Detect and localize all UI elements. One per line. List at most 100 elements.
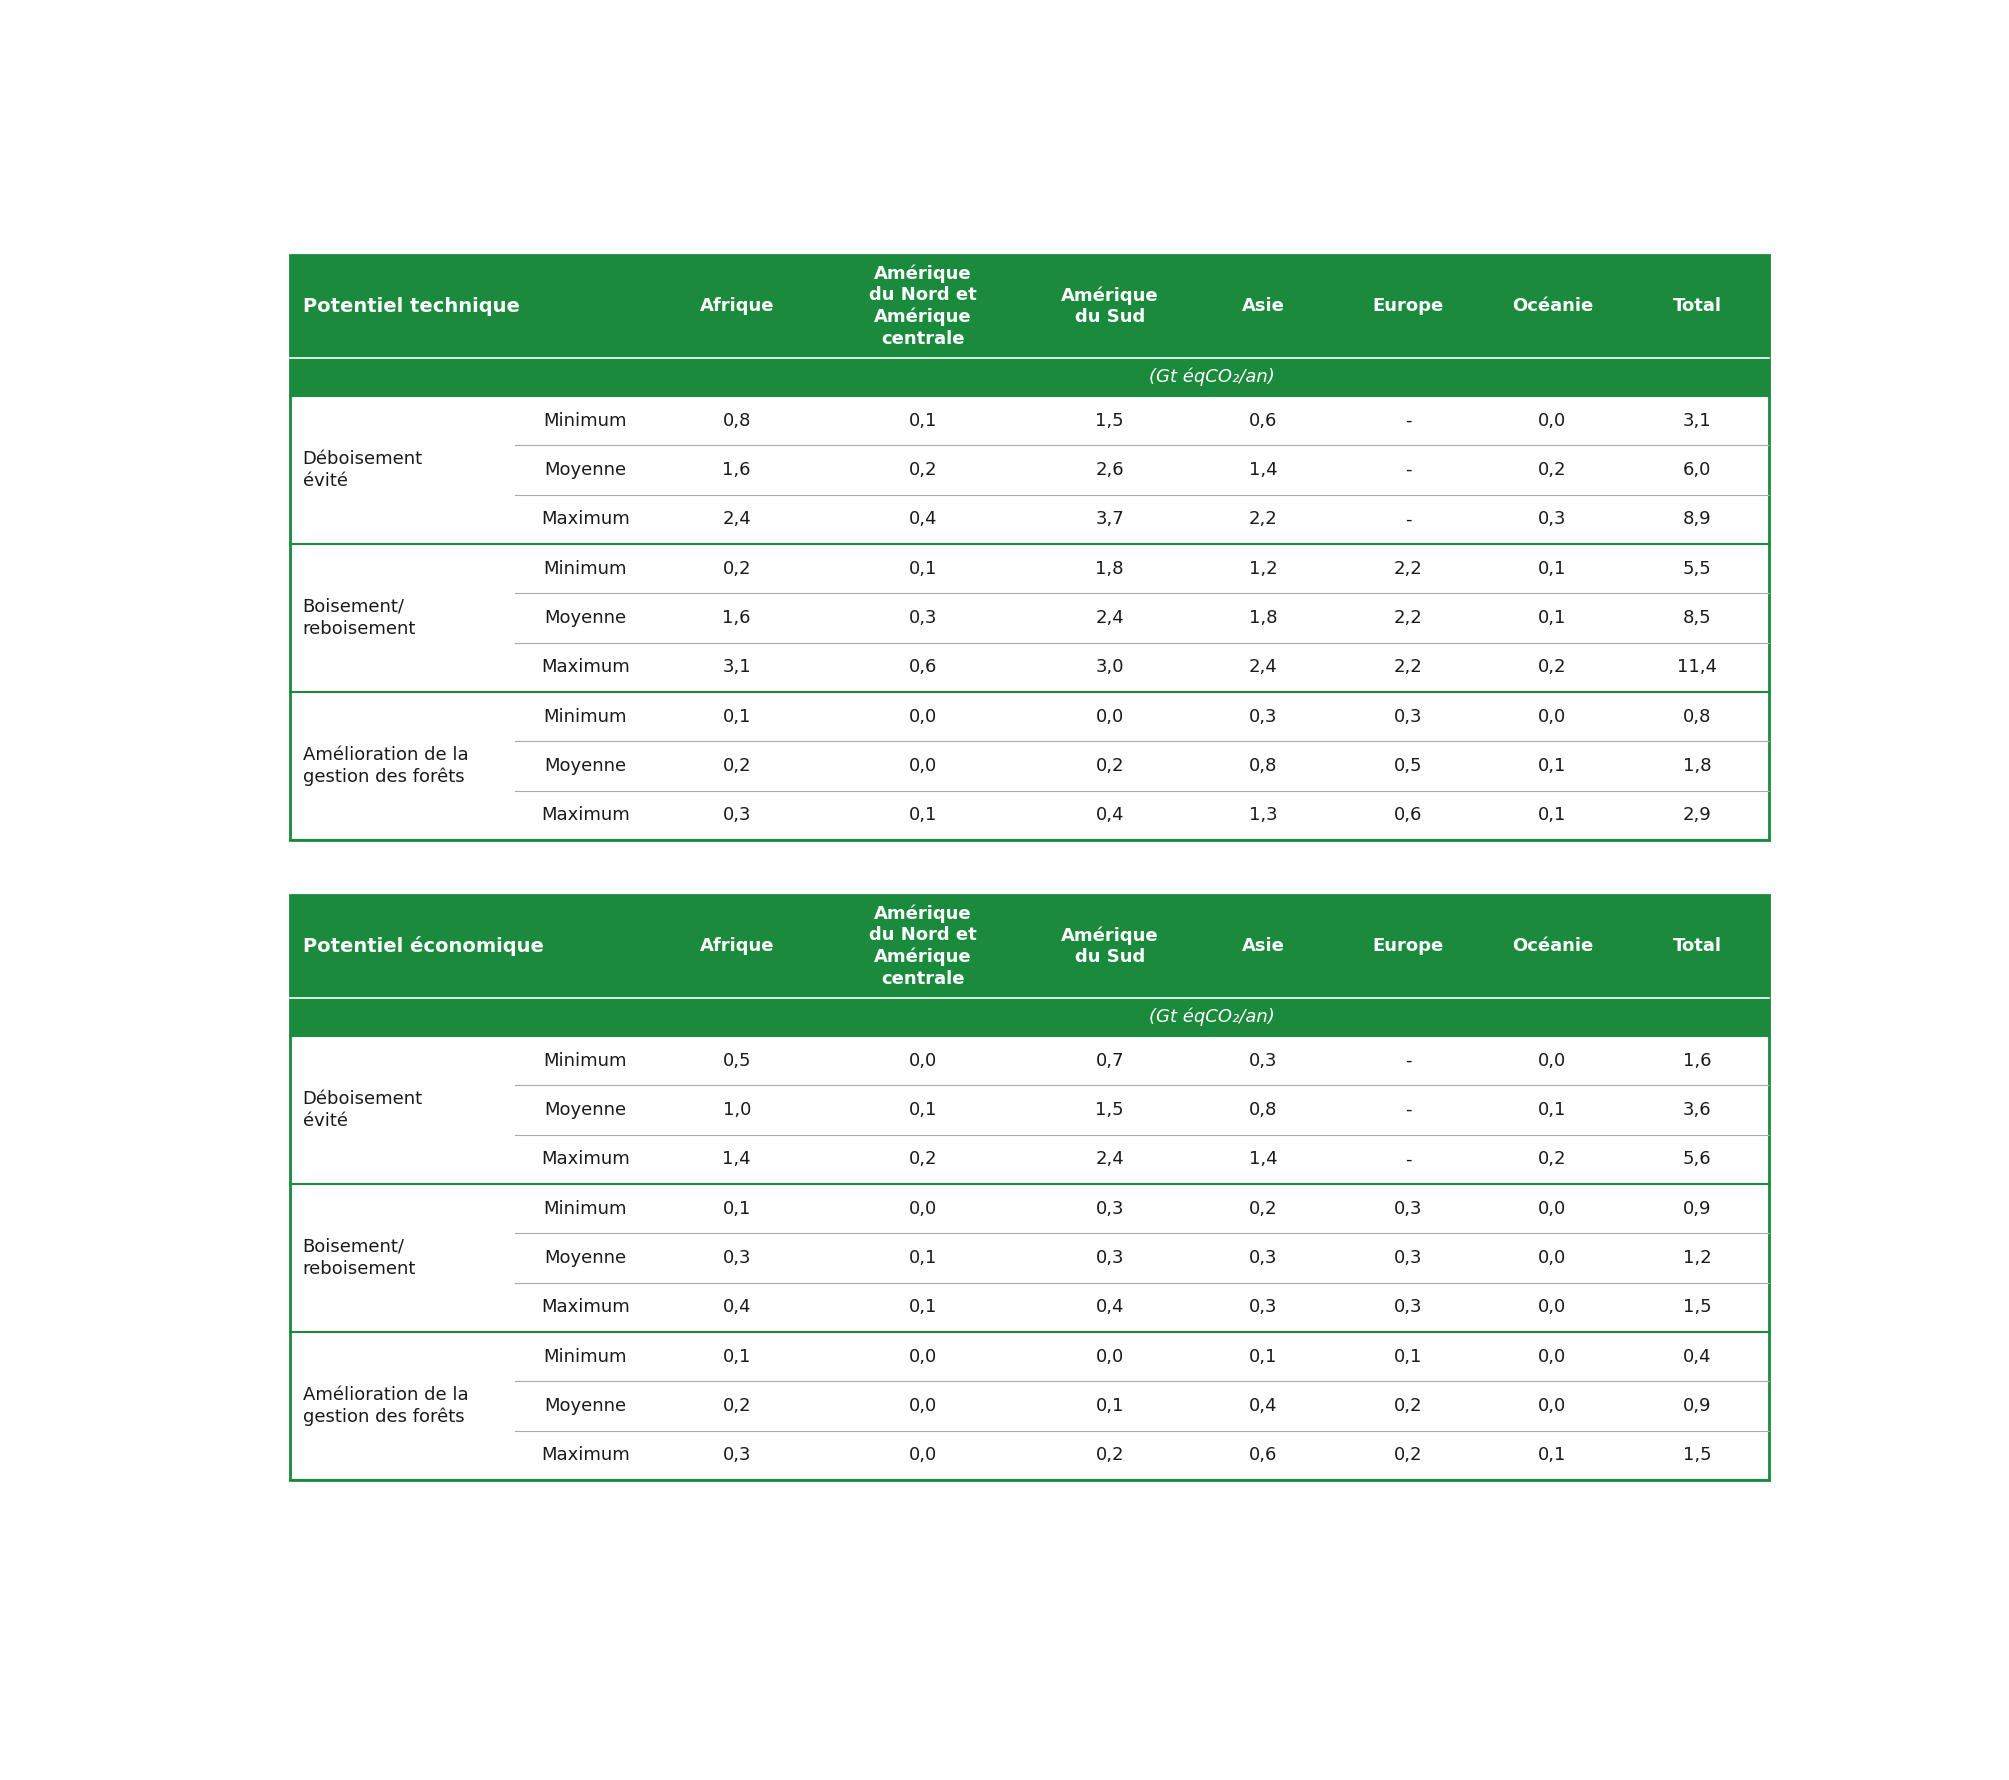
Text: Maximum: Maximum — [540, 1447, 629, 1465]
Text: 0,2: 0,2 — [723, 1397, 751, 1415]
Text: 1,6: 1,6 — [723, 461, 751, 479]
FancyBboxPatch shape — [289, 358, 1770, 395]
Text: 6,0: 6,0 — [1684, 461, 1712, 479]
Text: 1,5: 1,5 — [1684, 1298, 1712, 1317]
Text: Europe: Europe — [1372, 938, 1444, 956]
Text: 0,4: 0,4 — [1684, 1347, 1712, 1365]
Text: 0,2: 0,2 — [723, 756, 751, 774]
Text: Potentiel économique: Potentiel économique — [303, 936, 542, 956]
FancyBboxPatch shape — [289, 545, 1770, 593]
Text: 1,8: 1,8 — [1095, 559, 1123, 577]
Text: 1,2: 1,2 — [1684, 1250, 1712, 1267]
Text: 0,3: 0,3 — [1394, 1250, 1422, 1267]
Text: 0,3: 0,3 — [1250, 1052, 1278, 1070]
Text: 0,3: 0,3 — [1250, 708, 1278, 726]
Text: 0,1: 0,1 — [908, 1102, 938, 1120]
Text: 3,1: 3,1 — [1684, 411, 1712, 429]
Text: 2,2: 2,2 — [1394, 559, 1422, 577]
Text: 0,9: 0,9 — [1684, 1200, 1712, 1218]
Text: 0,3: 0,3 — [1250, 1250, 1278, 1267]
Text: 0,0: 0,0 — [1095, 708, 1123, 726]
Text: Océanie: Océanie — [1513, 938, 1593, 956]
Text: 2,4: 2,4 — [1250, 659, 1278, 676]
Text: 2,4: 2,4 — [723, 511, 751, 529]
Text: 0,6: 0,6 — [1250, 1447, 1278, 1465]
Text: -: - — [1404, 1052, 1410, 1070]
Text: 0,4: 0,4 — [1095, 806, 1123, 824]
Text: 0,1: 0,1 — [1539, 609, 1567, 627]
Text: 0,4: 0,4 — [1095, 1298, 1123, 1317]
Text: 0,6: 0,6 — [1250, 411, 1278, 429]
Text: 0,5: 0,5 — [1394, 756, 1422, 774]
Text: 0,0: 0,0 — [1539, 708, 1567, 726]
Text: 0,9: 0,9 — [1684, 1397, 1712, 1415]
FancyBboxPatch shape — [289, 593, 1770, 643]
Text: 2,4: 2,4 — [1095, 1150, 1123, 1168]
Text: 0,1: 0,1 — [908, 806, 938, 824]
Text: 5,5: 5,5 — [1684, 559, 1712, 577]
Text: Afrique: Afrique — [699, 938, 773, 956]
Text: Boisement/
reboisement: Boisement/ reboisement — [303, 1237, 416, 1278]
Text: Total: Total — [1671, 297, 1722, 315]
Text: Amélioration de la
gestion des forêts: Amélioration de la gestion des forêts — [303, 746, 468, 787]
Text: 0,4: 0,4 — [723, 1298, 751, 1317]
Text: 0,2: 0,2 — [1394, 1447, 1422, 1465]
FancyBboxPatch shape — [289, 790, 1770, 840]
Text: Minimum: Minimum — [544, 1347, 627, 1365]
Text: Amélioration de la
gestion des forêts: Amélioration de la gestion des forêts — [303, 1385, 468, 1426]
Text: 0,3: 0,3 — [1394, 1298, 1422, 1317]
Text: Europe: Europe — [1372, 297, 1444, 315]
Text: -: - — [1404, 461, 1410, 479]
Text: 0,2: 0,2 — [1394, 1397, 1422, 1415]
Text: 0,3: 0,3 — [723, 806, 751, 824]
FancyBboxPatch shape — [289, 395, 1770, 445]
Text: Afrique: Afrique — [699, 297, 773, 315]
FancyBboxPatch shape — [289, 1283, 1770, 1331]
Text: 2,2: 2,2 — [1250, 511, 1278, 529]
Text: 1,4: 1,4 — [1250, 1150, 1278, 1168]
Text: 1,5: 1,5 — [1095, 1102, 1123, 1120]
Text: 0,3: 0,3 — [1394, 708, 1422, 726]
Text: Océanie: Océanie — [1513, 297, 1593, 315]
Text: 3,0: 3,0 — [1095, 659, 1123, 676]
Text: 0,0: 0,0 — [908, 1397, 938, 1415]
Text: 1,2: 1,2 — [1250, 559, 1278, 577]
Text: 0,1: 0,1 — [908, 559, 938, 577]
FancyBboxPatch shape — [289, 1234, 1770, 1283]
Text: 8,5: 8,5 — [1684, 609, 1712, 627]
Text: 0,1: 0,1 — [723, 708, 751, 726]
Text: 0,0: 0,0 — [1539, 1052, 1567, 1070]
Text: 0,0: 0,0 — [908, 756, 938, 774]
Text: Minimum: Minimum — [544, 1200, 627, 1218]
Text: Asie: Asie — [1242, 297, 1286, 315]
Text: 2,4: 2,4 — [1095, 609, 1123, 627]
Text: 2,9: 2,9 — [1684, 806, 1712, 824]
FancyBboxPatch shape — [289, 255, 1770, 358]
FancyBboxPatch shape — [289, 445, 1770, 495]
Text: -: - — [1404, 511, 1410, 529]
Text: 3,6: 3,6 — [1684, 1102, 1712, 1120]
Text: 0,1: 0,1 — [908, 1250, 938, 1267]
Text: 0,1: 0,1 — [1539, 559, 1567, 577]
Text: 0,0: 0,0 — [908, 1347, 938, 1365]
Text: 0,2: 0,2 — [1250, 1200, 1278, 1218]
Text: Maximum: Maximum — [540, 1150, 629, 1168]
Text: 0,6: 0,6 — [1394, 806, 1422, 824]
Text: 0,0: 0,0 — [908, 708, 938, 726]
Text: 0,2: 0,2 — [723, 559, 751, 577]
Text: 0,1: 0,1 — [908, 1298, 938, 1317]
Text: -: - — [1404, 411, 1410, 429]
Text: Maximum: Maximum — [540, 511, 629, 529]
Text: 0,1: 0,1 — [1095, 1397, 1123, 1415]
FancyBboxPatch shape — [289, 1331, 1770, 1381]
Text: 0,6: 0,6 — [908, 659, 938, 676]
Text: 0,2: 0,2 — [1539, 1150, 1567, 1168]
Text: 0,1: 0,1 — [1539, 756, 1567, 774]
Text: 0,3: 0,3 — [1539, 511, 1567, 529]
Text: Moyenne: Moyenne — [544, 1102, 627, 1120]
Text: Moyenne: Moyenne — [544, 1397, 627, 1415]
Text: 0,0: 0,0 — [1539, 1347, 1567, 1365]
Text: 0,3: 0,3 — [723, 1447, 751, 1465]
Text: 1,6: 1,6 — [1684, 1052, 1712, 1070]
Text: Minimum: Minimum — [544, 559, 627, 577]
